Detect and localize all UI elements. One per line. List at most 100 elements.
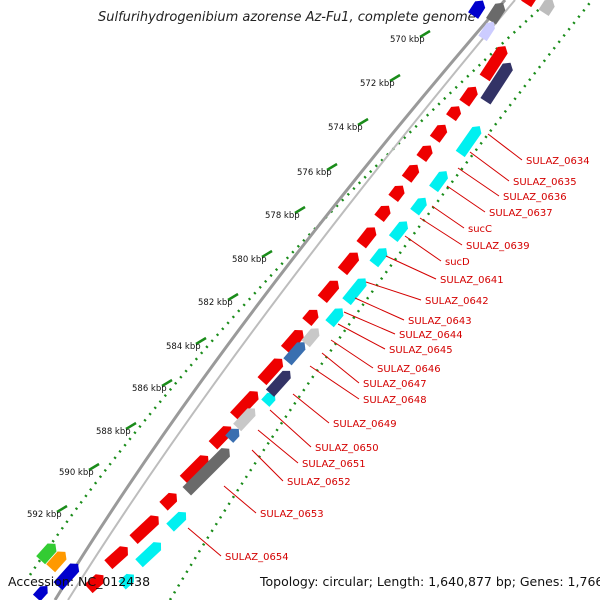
gene-leader-line-12 — [330, 339, 374, 369]
cds-block-16 — [179, 455, 209, 485]
gene-leader-line-2 — [457, 167, 500, 197]
gene-leader-line-17 — [257, 429, 299, 464]
cds-block-7 — [374, 205, 391, 222]
cds-highlight-1 — [429, 171, 448, 193]
gene-label-2[interactable]: SULAZ_0636 — [503, 192, 567, 203]
cds-block-5 — [401, 164, 420, 183]
misc-block-blue — [53, 563, 80, 591]
gene-label-14[interactable]: SULAZ_0648 — [363, 395, 427, 406]
misc-block-lavender — [478, 21, 495, 42]
gene-label-20[interactable]: SULAZ_0654 — [225, 552, 289, 563]
scale-tick-label-3: 576 kbp — [297, 168, 332, 178]
scale-ring-dots — [28, 0, 551, 576]
gene-label-11[interactable]: SULAZ_0645 — [389, 345, 453, 356]
gene-label-10[interactable]: SULAZ_0644 — [399, 330, 463, 341]
scale-tick-mark-3 — [326, 162, 338, 172]
gene-leader-line-6 — [404, 235, 442, 262]
gene-leader-line-1 — [469, 151, 510, 182]
topology-text: Topology: circular; Length: 1,640,877 bp… — [260, 574, 600, 589]
misc-block-blue-2 — [32, 586, 48, 600]
blast-block-0 — [480, 62, 513, 105]
gene-leader-line-3 — [446, 185, 486, 213]
cds-block-9 — [337, 252, 360, 276]
cds-block-3 — [429, 124, 448, 143]
gene-label-12[interactable]: SULAZ_0646 — [377, 364, 441, 375]
scale-tick-label-10: 590 kbp — [59, 468, 94, 478]
gene-label-16[interactable]: SULAZ_0650 — [315, 443, 379, 454]
scale-tick-label-7: 584 kbp — [166, 342, 201, 352]
cds-highlight-3 — [388, 221, 409, 243]
scale-tick-mark-10 — [88, 462, 100, 472]
scale-tick-label-0: 570 kbp — [390, 35, 425, 45]
gene-leader-line-0 — [487, 133, 523, 161]
gene-leader-line-14 — [309, 365, 360, 400]
gene-label-7[interactable]: SULAZ_0641 — [440, 275, 504, 286]
cds-block-4 — [416, 145, 433, 162]
backbone-inner — [67, 0, 516, 600]
scale-tick-label-6: 582 kbp — [198, 298, 233, 308]
cds-block-13 — [257, 358, 284, 386]
scale-tick-label-5: 580 kbp — [232, 255, 267, 265]
cds-highlight-0 — [455, 126, 482, 158]
scale-tick-mark-9 — [125, 421, 137, 431]
scale-tick-label-1: 572 kbp — [360, 79, 395, 89]
grey-block-0 — [301, 328, 320, 348]
gene-label-18[interactable]: SULAZ_0652 — [287, 477, 351, 488]
gene-label-3[interactable]: SULAZ_0637 — [489, 208, 553, 219]
gene-label-6[interactable]: sucD — [445, 257, 470, 268]
gene-leader-line-11 — [337, 323, 386, 350]
misc-block-red-top — [521, 0, 537, 8]
blast-block-1 — [283, 342, 306, 366]
cds-highlight-9 — [135, 542, 162, 568]
scale-tick-label-11: 592 kbp — [27, 510, 62, 520]
cds-highlight-8 — [166, 511, 187, 532]
cds-block-18 — [129, 515, 159, 544]
gene-label-17[interactable]: SULAZ_0651 — [302, 459, 366, 470]
map-title: Sulfurihydrogenibium azorense Az-Fu1, co… — [98, 10, 476, 25]
gene-label-15[interactable]: SULAZ_0649 — [333, 419, 397, 430]
cds-block-2 — [446, 106, 462, 122]
scale-tick-mark-6 — [227, 292, 239, 302]
gene-leader-line-9 — [354, 297, 405, 321]
gene-label-4[interactable]: sucC — [468, 224, 492, 235]
cds-block-8 — [356, 227, 377, 249]
scale-tick-label-9: 588 kbp — [96, 427, 131, 437]
scale-tick-label-2: 574 kbp — [328, 123, 363, 133]
gene-label-5[interactable]: SULAZ_0639 — [466, 241, 530, 252]
gene-label-0[interactable]: SULAZ_0634 — [526, 156, 590, 167]
scale-tick-label-4: 578 kbp — [265, 211, 300, 221]
gene-leader-line-10 — [343, 311, 396, 335]
cds-block-17 — [159, 492, 178, 511]
gene-label-13[interactable]: SULAZ_0647 — [363, 379, 427, 390]
scale-ring — [28, 0, 594, 600]
cds-highlight-6 — [325, 308, 344, 328]
grey-block-4 — [538, 0, 555, 16]
scale-tick-mark-5 — [261, 249, 273, 259]
accession-text: Accession: NC_012438 — [8, 574, 151, 589]
cds-block-12 — [280, 330, 304, 354]
gene-leader-line-13 — [321, 352, 360, 384]
gene-leader-line-7 — [385, 255, 437, 280]
scale-tick-mark-8 — [161, 378, 173, 388]
gene-label-19[interactable]: SULAZ_0653 — [260, 509, 324, 520]
gene-leader-line-15 — [292, 393, 330, 424]
blast-block-3 — [225, 428, 240, 443]
scale-tick-mark-4 — [294, 205, 306, 215]
backbone-ring — [53, 0, 516, 600]
cds-block-19 — [104, 546, 128, 570]
gene-label-8[interactable]: SULAZ_0642 — [425, 296, 489, 307]
cds-highlight-7 — [261, 392, 276, 407]
grey-block-1 — [233, 408, 256, 432]
gene-leader-line-19 — [223, 485, 257, 514]
misc-block-green — [36, 543, 57, 565]
cds-block-6 — [388, 185, 405, 202]
gene-label-9[interactable]: SULAZ_0643 — [408, 316, 472, 327]
misc-block-top — [468, 0, 486, 19]
feature-track — [32, 0, 555, 600]
gene-label-1[interactable]: SULAZ_0635 — [513, 177, 577, 188]
gene-leader-line-18 — [251, 449, 284, 482]
gc-ring-dots — [168, 0, 594, 600]
cds-highlight-10 — [118, 573, 134, 590]
